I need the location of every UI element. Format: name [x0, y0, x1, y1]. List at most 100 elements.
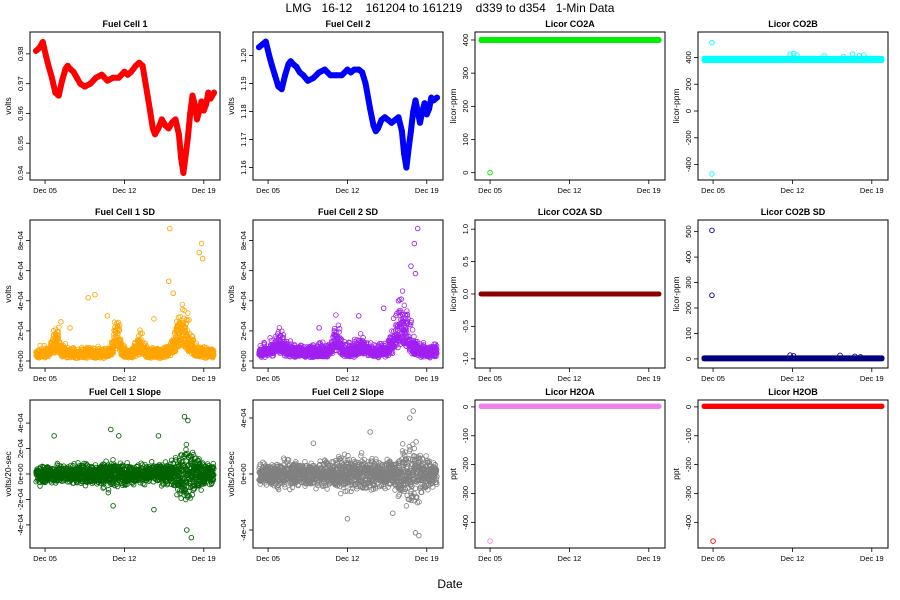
data-point	[434, 94, 440, 101]
y-tick-label: 2e-04	[239, 321, 248, 340]
data-point	[39, 38, 46, 45]
data-point	[278, 86, 285, 93]
data-point	[203, 101, 210, 108]
data-point	[136, 59, 143, 66]
y-tick-label: 1.18	[239, 104, 248, 119]
data-point	[43, 53, 50, 60]
x-tick-label: Dec 19	[860, 186, 884, 195]
data-point	[401, 302, 408, 309]
outlier-point	[852, 353, 858, 360]
data-point	[209, 469, 216, 475]
data-point	[56, 324, 62, 331]
y-axis-label: licor-ppm	[671, 89, 681, 124]
data-point	[280, 332, 286, 338]
data-point	[359, 69, 366, 76]
y-axis-label: licor-ppm	[448, 89, 458, 124]
outlier-point	[85, 295, 91, 301]
data-point	[70, 68, 77, 75]
data-point	[117, 338, 124, 344]
data-point	[172, 454, 179, 461]
data-point	[132, 62, 139, 69]
data-point	[169, 119, 176, 126]
outlier-point	[356, 313, 362, 319]
x-tick-label: Dec 19	[415, 186, 439, 195]
data-point	[335, 322, 342, 328]
y-tick-label: 8e-04	[239, 231, 248, 250]
data-point	[172, 116, 179, 123]
data-point	[268, 61, 275, 67]
outlier-point	[414, 225, 421, 232]
data-point	[403, 326, 410, 332]
outlier-point	[821, 53, 827, 59]
data-point	[266, 52, 273, 59]
outlier-point	[185, 417, 191, 424]
data-point	[362, 80, 369, 87]
data-point	[267, 335, 273, 341]
data-point	[295, 482, 301, 489]
data-point	[320, 339, 326, 345]
data-point	[282, 72, 289, 79]
y-tick-label: 400	[684, 51, 693, 64]
outlier-point	[92, 292, 98, 298]
data-point	[357, 331, 364, 337]
y-tick-label: -1.0	[461, 352, 470, 365]
data-point	[138, 336, 144, 342]
panel-title: Licor CO2B	[768, 19, 818, 29]
data-point	[182, 327, 188, 333]
y-tick-label: 6e-04	[16, 261, 25, 280]
data-point	[174, 491, 180, 498]
data-point	[271, 72, 278, 79]
data-point	[71, 461, 77, 467]
y-axis-label: volts	[3, 97, 13, 114]
y-tick-label: -2e-04	[16, 489, 25, 511]
outlier-point	[849, 51, 856, 57]
data-point	[87, 80, 94, 87]
y-tick-label: 300	[684, 276, 693, 289]
y-tick-label: 1.20	[239, 48, 248, 63]
y-tick-label: 6e-04	[239, 261, 248, 280]
data-point	[289, 484, 296, 491]
plot-frame	[29, 31, 221, 181]
y-tick-label: 0.5	[461, 256, 470, 266]
data-point	[370, 122, 377, 129]
data-point	[141, 481, 148, 488]
data-point	[42, 479, 49, 485]
panel-title: Fuel Cell 1 Slope	[89, 387, 161, 397]
y-axis-label: volts	[226, 285, 236, 302]
x-tick-label: Dec 19	[192, 554, 216, 563]
x-tick-label: Dec 12	[781, 186, 805, 195]
y-tick-label: 2e-04	[16, 321, 25, 340]
y-tick-label: 400	[684, 251, 693, 264]
y-tick-label: 0	[461, 171, 470, 175]
data-point	[404, 318, 411, 325]
outlier-point	[151, 506, 157, 513]
data-point	[105, 489, 111, 496]
data-points	[701, 39, 885, 177]
data-point	[179, 301, 186, 308]
y-tick-label: 0.0	[461, 289, 470, 299]
y-tick-label: 0.95	[16, 136, 25, 151]
data-point	[173, 457, 179, 463]
y-tick-label: 400	[461, 34, 470, 47]
data-point	[183, 316, 190, 323]
outlier-point	[840, 54, 847, 60]
outlier-point	[184, 527, 190, 533]
outlier-point	[196, 249, 203, 256]
data-point	[300, 72, 307, 79]
data-point	[304, 77, 311, 84]
panel-title: Licor CO2B SD	[761, 207, 826, 217]
data-point	[186, 317, 192, 323]
data-point	[189, 492, 195, 498]
data-point	[191, 101, 198, 108]
outlier-point	[170, 290, 176, 296]
data-point	[389, 328, 395, 334]
outlier-point	[108, 426, 114, 433]
x-tick-label: Dec 05	[701, 186, 725, 195]
y-axis-label: licor-ppm	[448, 277, 458, 312]
data-point	[52, 89, 59, 96]
data-point	[105, 487, 112, 493]
data-point	[310, 75, 317, 81]
data-point	[279, 328, 285, 334]
